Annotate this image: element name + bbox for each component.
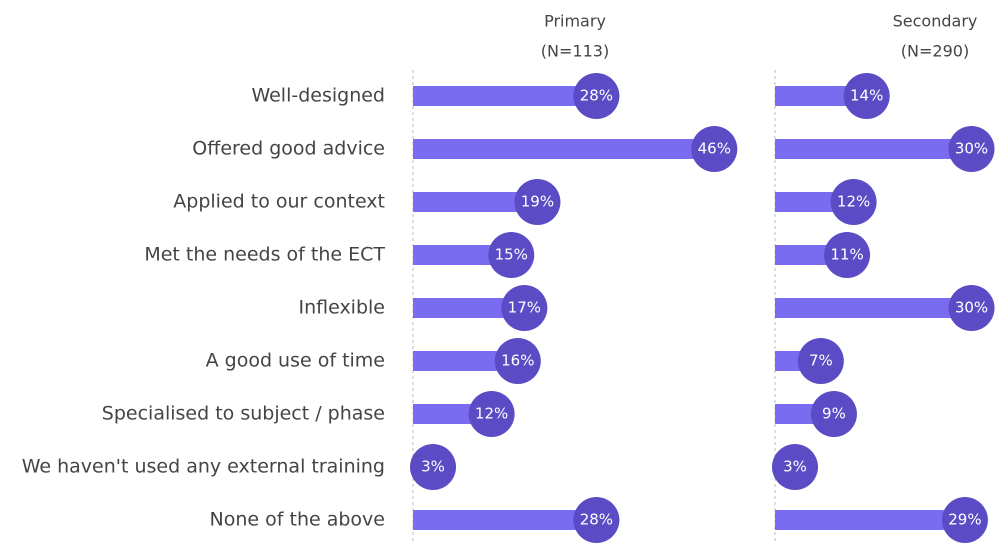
category-label: A good use of time <box>206 350 385 372</box>
value-badge <box>948 126 995 172</box>
value-badge <box>488 232 535 278</box>
bar <box>413 298 525 318</box>
bar <box>413 192 538 212</box>
category-label: Well-designed <box>251 85 385 107</box>
value-label: 30% <box>955 140 988 158</box>
bar <box>775 298 972 318</box>
value-label: 11% <box>830 246 863 264</box>
value-badge <box>948 285 995 331</box>
panel-subtitle: (N=113) <box>541 42 609 61</box>
value-label: 3% <box>783 458 807 476</box>
bar <box>775 510 965 530</box>
value-label: 9% <box>822 405 846 423</box>
bar <box>413 86 597 106</box>
value-label: 12% <box>475 405 508 423</box>
bar <box>413 510 597 530</box>
value-badge <box>573 73 620 119</box>
value-label: 3% <box>421 458 445 476</box>
value-label: 14% <box>850 87 883 105</box>
value-label: 29% <box>948 511 981 529</box>
category-label: None of the above <box>210 509 385 531</box>
value-badge <box>843 73 890 119</box>
bar <box>413 245 512 265</box>
bar <box>413 139 715 159</box>
value-badge <box>941 497 988 543</box>
category-label: Inflexible <box>298 297 385 319</box>
bar <box>775 86 867 106</box>
category-label: Offered good advice <box>192 138 385 160</box>
category-label: Specialised to subject / phase <box>102 403 385 425</box>
value-label: 30% <box>955 299 988 317</box>
value-label: 28% <box>580 511 613 529</box>
value-label: 7% <box>809 352 833 370</box>
panel-title: Secondary <box>893 12 978 31</box>
value-badge <box>410 444 456 490</box>
value-badge <box>573 497 620 543</box>
value-badge <box>514 179 561 225</box>
panel-subtitle: (N=290) <box>901 42 969 61</box>
value-label: 46% <box>698 140 731 158</box>
bar <box>413 351 518 371</box>
value-badge <box>772 444 818 490</box>
value-label: 16% <box>501 352 534 370</box>
value-label: 17% <box>508 299 541 317</box>
category-label: Met the needs of the ECT <box>144 244 385 266</box>
panel-title: Primary <box>544 12 606 31</box>
value-badge <box>824 232 871 278</box>
value-badge <box>494 338 541 384</box>
category-label: We haven't used any external training <box>22 456 385 478</box>
value-label: 12% <box>837 193 870 211</box>
value-label: 19% <box>521 193 554 211</box>
category-label: Applied to our context <box>173 191 385 213</box>
value-badge <box>468 391 515 437</box>
bar <box>775 139 972 159</box>
value-badge <box>797 338 844 384</box>
value-badge <box>501 285 548 331</box>
value-badge <box>830 179 877 225</box>
value-badge <box>691 126 738 172</box>
value-label: 28% <box>580 87 613 105</box>
value-label: 15% <box>495 246 528 264</box>
value-badge <box>810 391 857 437</box>
